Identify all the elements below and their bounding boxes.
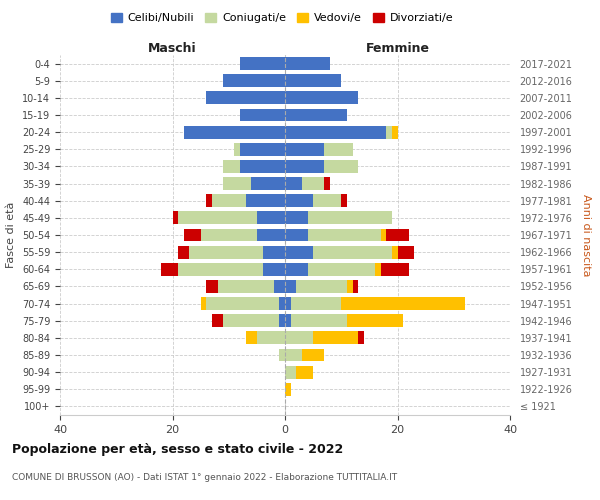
Bar bbox=[313, 246, 392, 258]
Bar bbox=[223, 314, 280, 327]
Bar bbox=[398, 246, 415, 258]
Bar bbox=[245, 332, 257, 344]
Bar bbox=[285, 263, 308, 276]
Y-axis label: Fasce di età: Fasce di età bbox=[7, 202, 16, 268]
Bar bbox=[285, 160, 325, 173]
Bar bbox=[296, 280, 347, 293]
Bar bbox=[325, 177, 330, 190]
Bar bbox=[308, 228, 380, 241]
Bar bbox=[206, 297, 280, 310]
Bar bbox=[257, 228, 285, 241]
Bar bbox=[285, 228, 308, 241]
Bar bbox=[251, 177, 285, 190]
Bar bbox=[206, 280, 218, 293]
Bar bbox=[190, 246, 263, 258]
Bar bbox=[200, 228, 257, 241]
Text: Maschi: Maschi bbox=[148, 42, 197, 55]
Bar bbox=[184, 228, 200, 241]
Bar bbox=[325, 160, 358, 173]
Bar bbox=[285, 314, 290, 327]
Bar bbox=[392, 246, 398, 258]
Bar bbox=[257, 212, 285, 224]
Legend: Celibi/Nubili, Coniugati/e, Vedovi/e, Divorziati/e: Celibi/Nubili, Coniugati/e, Vedovi/e, Di… bbox=[106, 8, 458, 28]
Bar bbox=[296, 366, 313, 378]
Bar bbox=[302, 177, 325, 190]
Bar bbox=[285, 246, 313, 258]
Bar bbox=[218, 280, 274, 293]
Bar bbox=[223, 74, 285, 87]
Bar bbox=[285, 194, 313, 207]
Bar bbox=[285, 366, 296, 378]
Bar bbox=[290, 297, 341, 310]
Bar bbox=[285, 177, 302, 190]
Bar bbox=[235, 143, 240, 156]
Bar bbox=[347, 314, 403, 327]
Text: COMUNE DI BRUSSON (AO) - Dati ISTAT 1° gennaio 2022 - Elaborazione TUTTITALIA.IT: COMUNE DI BRUSSON (AO) - Dati ISTAT 1° g… bbox=[12, 472, 397, 482]
Bar bbox=[263, 263, 285, 276]
Bar bbox=[178, 212, 257, 224]
Bar bbox=[386, 228, 409, 241]
Bar bbox=[206, 92, 285, 104]
Bar bbox=[353, 280, 358, 293]
Bar bbox=[178, 246, 190, 258]
Bar bbox=[341, 194, 347, 207]
Bar bbox=[341, 297, 465, 310]
Bar bbox=[274, 280, 285, 293]
Bar bbox=[280, 348, 285, 362]
Bar bbox=[173, 212, 178, 224]
Bar bbox=[285, 348, 302, 362]
Bar bbox=[308, 263, 375, 276]
Bar bbox=[358, 332, 364, 344]
Bar bbox=[380, 228, 386, 241]
Bar bbox=[178, 263, 263, 276]
Bar bbox=[223, 160, 240, 173]
Bar bbox=[375, 263, 380, 276]
Bar bbox=[223, 177, 251, 190]
Text: Popolazione per età, sesso e stato civile - 2022: Popolazione per età, sesso e stato civil… bbox=[12, 442, 343, 456]
Bar bbox=[240, 160, 285, 173]
Bar bbox=[280, 314, 285, 327]
Bar bbox=[212, 194, 245, 207]
Bar bbox=[206, 194, 212, 207]
Bar bbox=[325, 143, 353, 156]
Bar bbox=[212, 314, 223, 327]
Bar bbox=[280, 297, 285, 310]
Bar bbox=[240, 108, 285, 122]
Bar bbox=[285, 108, 347, 122]
Bar bbox=[313, 332, 358, 344]
Bar bbox=[285, 332, 313, 344]
Bar bbox=[313, 194, 341, 207]
Bar bbox=[302, 348, 325, 362]
Bar bbox=[380, 263, 409, 276]
Bar bbox=[308, 212, 392, 224]
Bar bbox=[161, 263, 178, 276]
Bar bbox=[392, 126, 398, 138]
Bar bbox=[200, 297, 206, 310]
Text: Femmine: Femmine bbox=[365, 42, 430, 55]
Bar bbox=[285, 143, 325, 156]
Bar bbox=[285, 92, 358, 104]
Bar bbox=[184, 126, 285, 138]
Bar bbox=[285, 383, 290, 396]
Bar bbox=[257, 332, 285, 344]
Bar bbox=[285, 280, 296, 293]
Bar bbox=[386, 126, 392, 138]
Bar bbox=[285, 212, 308, 224]
Bar bbox=[347, 280, 353, 293]
Bar bbox=[290, 314, 347, 327]
Bar bbox=[245, 194, 285, 207]
Y-axis label: Anni di nascita: Anni di nascita bbox=[581, 194, 591, 276]
Bar bbox=[240, 143, 285, 156]
Bar bbox=[285, 74, 341, 87]
Bar bbox=[285, 126, 386, 138]
Bar bbox=[240, 57, 285, 70]
Bar bbox=[263, 246, 285, 258]
Bar bbox=[285, 57, 330, 70]
Bar bbox=[285, 297, 290, 310]
